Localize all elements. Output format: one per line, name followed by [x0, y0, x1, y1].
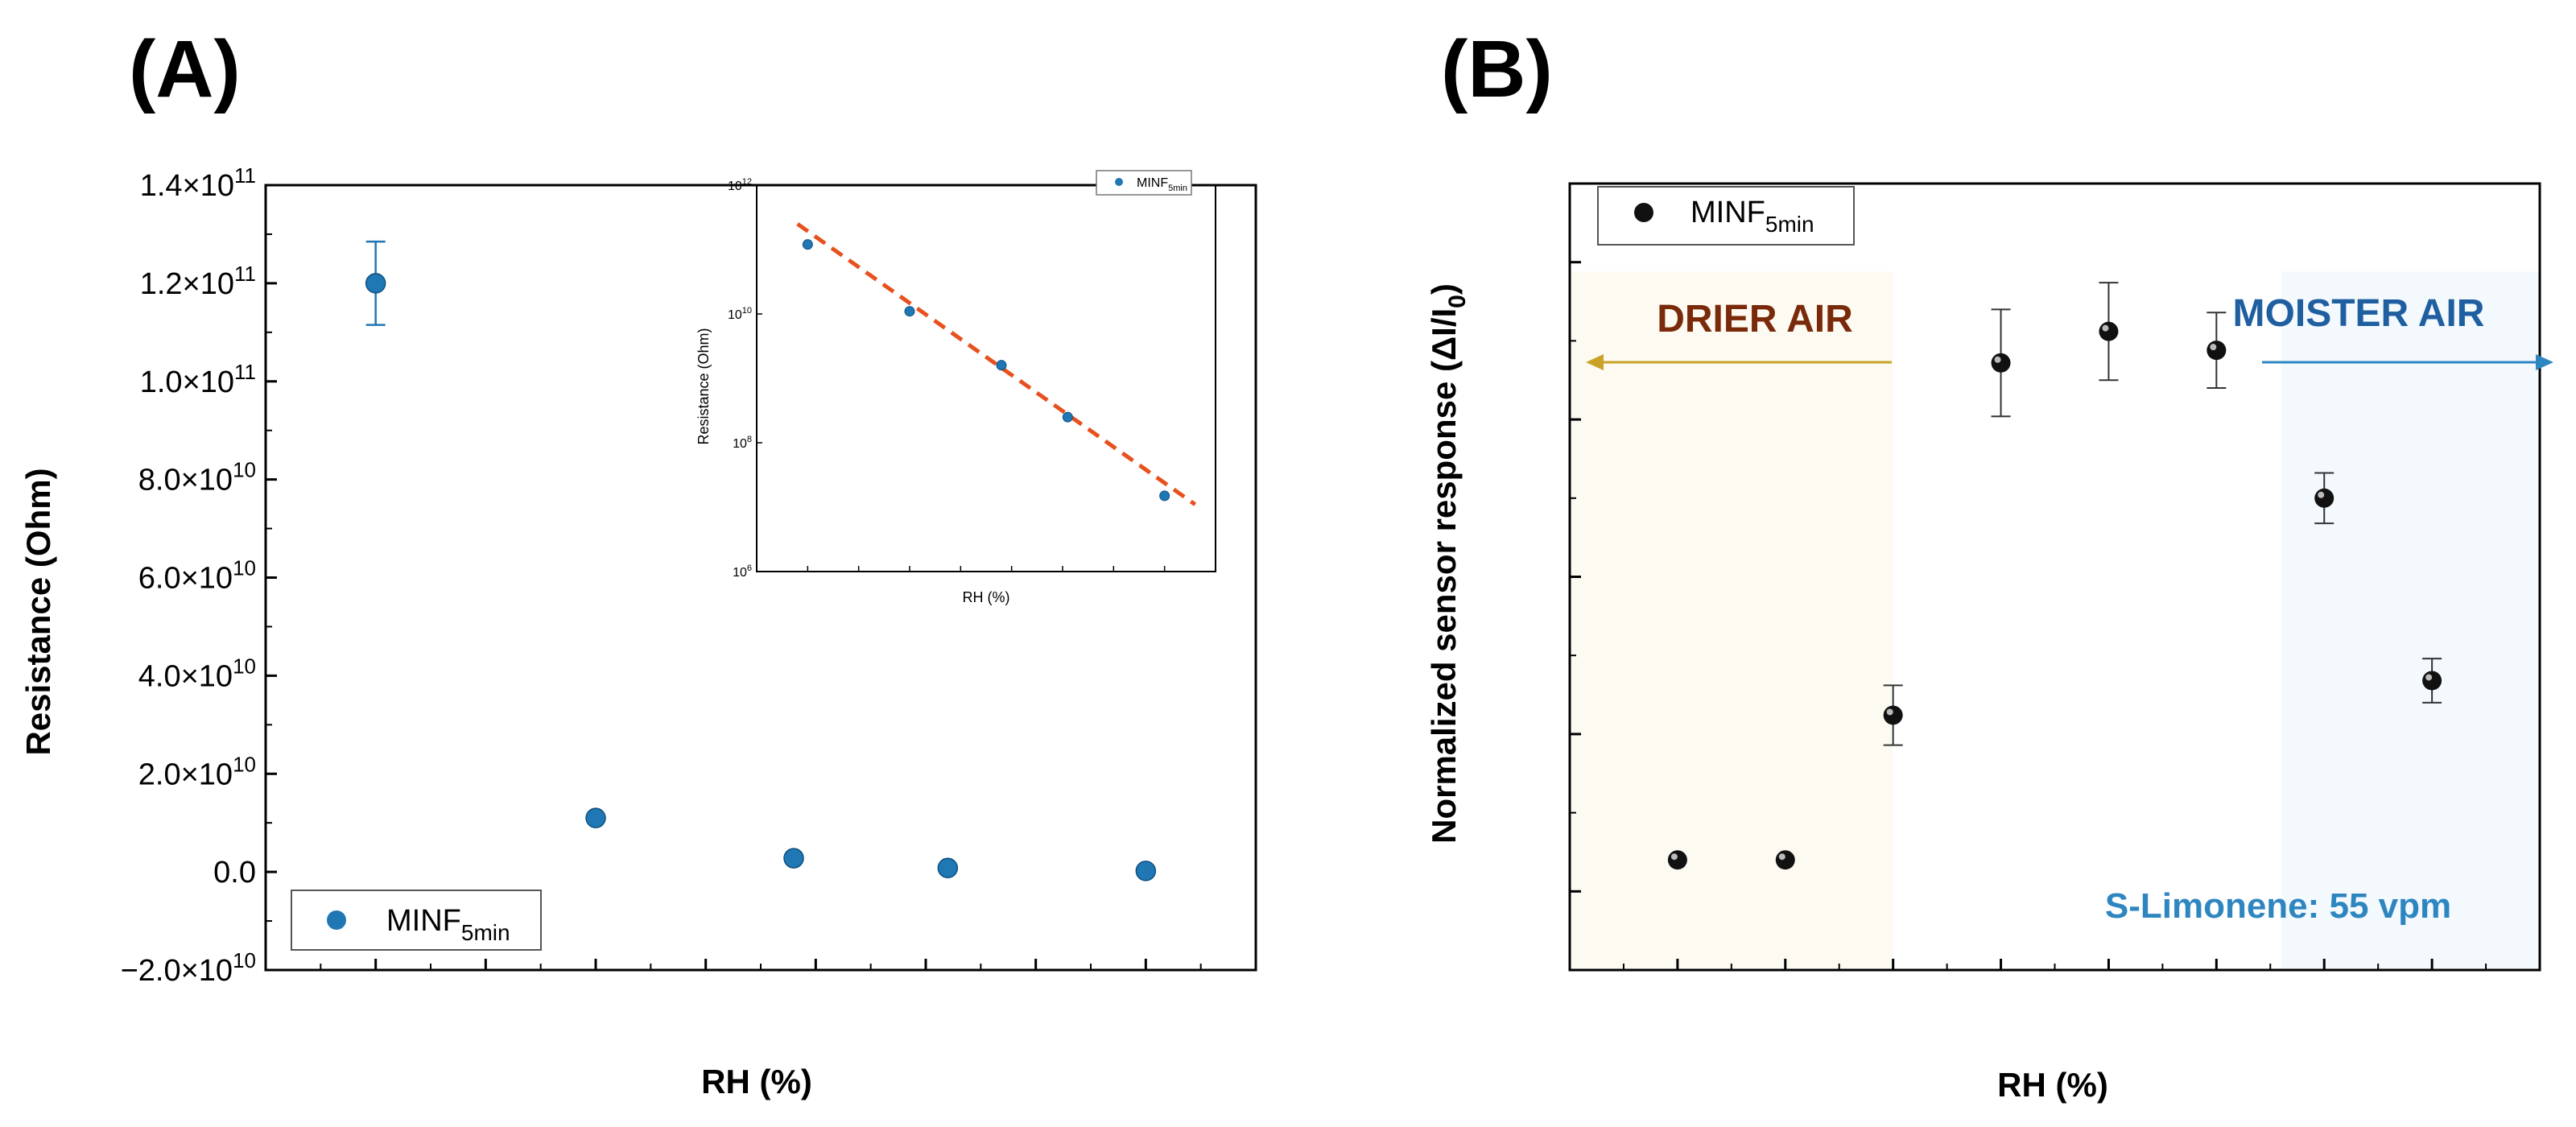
panel-b-y-axis-label: Normalized sensor response (ΔI/I0): [1425, 283, 1471, 844]
panel-a-y-tick-label: 6.0×1010: [138, 556, 256, 596]
panel-b-data-point-highlight: [1994, 356, 2001, 363]
panel-b-data-point: [1775, 850, 1795, 870]
panel-a-axes-frame: [264, 184, 1257, 972]
panel-b-legend-marker: [1634, 203, 1653, 222]
panel-b-data-point: [2422, 671, 2442, 691]
inset-data-point: [1159, 490, 1170, 502]
panel-b-data-point: [1883, 705, 1903, 725]
inset-y-tick-label: 1012: [728, 177, 752, 193]
inset-y-axis-label: Resistance (Ohm): [696, 328, 712, 444]
panel-b-legend: MINF5min: [1597, 186, 1855, 246]
panel-a-data-point: [585, 807, 606, 828]
moister-air-annotation: MOISTER AIR: [2233, 292, 2485, 335]
panel-b: (B) RH (%) Normalized sensor response (Δ…: [1425, 24, 2553, 1104]
panel-a-label: (A): [129, 24, 241, 114]
panel-b-label: (B): [1441, 24, 1553, 114]
panel-a-y-tick-label: 1.2×1011: [140, 262, 256, 301]
drier-air-annotation: DRIER AIR: [1657, 298, 1853, 341]
panel-a-inset: 106 108 1010 1012 RH (%) Resistance (Ohm) M…: [696, 170, 1216, 605]
panel-b-data-point: [2314, 488, 2334, 508]
panel-b-legend-label: MINF5min: [1690, 196, 1814, 237]
inset-data-point: [996, 360, 1007, 371]
inset-y-tick-label: 1010: [728, 306, 752, 322]
region-drier-air: [1570, 271, 1893, 970]
panel-a-y-tick-label: 8.0×1010: [138, 458, 256, 497]
inset-legend-label: MINF5min: [1137, 176, 1187, 193]
panel-a-y-tick-label: 4.0×1010: [138, 654, 256, 693]
panel-a-x-axis-label: RH (%): [701, 1063, 812, 1100]
inset-data-point: [802, 239, 813, 250]
panel-a-y-tick-label: −2.0×1010: [121, 948, 256, 988]
panel-a-y-axis-label: Resistance (Ohm): [19, 468, 57, 755]
panel-b-data-point: [1991, 353, 2011, 373]
panel-a-y-tick-label: 1.4×1011: [140, 163, 256, 203]
panel-a-legend: MINF5min: [291, 890, 542, 951]
panel-a-y-tick-label: 1.0×1011: [140, 360, 256, 399]
panel-b-data-point-highlight: [2425, 674, 2433, 681]
moister-air-arrowhead: [2536, 354, 2553, 370]
panel-b-data-point: [2099, 321, 2119, 341]
panel-b-data-point-highlight: [2102, 324, 2109, 332]
inset-data-point: [1062, 411, 1073, 423]
inset-y-tick-label: 106: [733, 564, 752, 580]
inset-y-tick-label: 108: [733, 435, 752, 451]
inset-fit-line: [796, 222, 1197, 506]
panel-a-data-point: [1135, 861, 1157, 881]
inset-legend-box: [1096, 170, 1192, 196]
panel-a: (A) −2.0×1010 0.0 2.0×1010 4.0×1010 6.0×1010…: [19, 24, 1257, 1100]
inset-legend: MINF5min: [1096, 170, 1192, 196]
inset-data-point: [904, 306, 915, 317]
region-moister-air: [2281, 271, 2540, 970]
inset-legend-marker: [1115, 178, 1123, 186]
panel-a-data-point: [937, 857, 959, 878]
panel-b-data-point-highlight: [2210, 344, 2217, 351]
panel-a-legend-marker: [327, 910, 346, 930]
inset-x-axis-label: RH (%): [963, 589, 1010, 605]
panel-b-data-point-highlight: [1886, 708, 1893, 716]
panel-a-data-point: [783, 848, 804, 869]
panel-b-data-point-highlight: [2318, 491, 2325, 498]
drier-air-arrowhead: [1586, 354, 1604, 370]
panel-a-data-point: [365, 273, 386, 294]
panel-a-y-tick-label: 0.0: [213, 856, 256, 890]
panel-b-data-point-highlight: [1778, 853, 1785, 861]
panel-a-legend-label: MINF5min: [386, 904, 510, 945]
panel-b-data-point: [2207, 341, 2227, 361]
inset-axes-frame: [756, 184, 1216, 572]
panel-b-data-point-highlight: [1670, 853, 1678, 861]
gas-concentration-annotation: S-Limonene: 55 vpm: [2105, 886, 2451, 926]
panel-a-y-tick-label: 2.0×1010: [138, 752, 256, 791]
panel-b-data-point: [1667, 850, 1687, 870]
panel-b-axes-frame: [1568, 182, 2541, 972]
panel-b-x-axis-label: RH (%): [1997, 1066, 2108, 1104]
